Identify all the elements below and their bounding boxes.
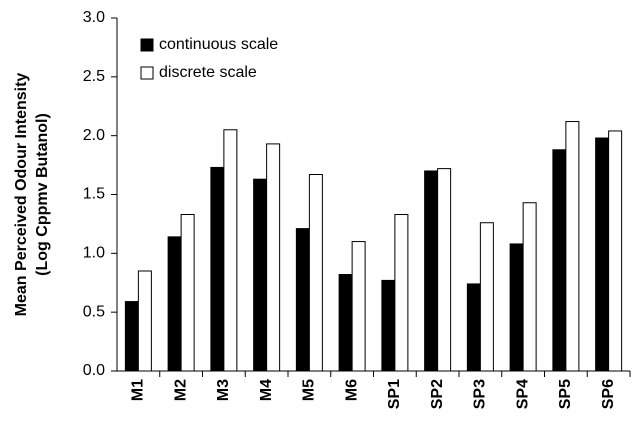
x-tick-label: SP4 bbox=[514, 379, 531, 409]
x-tick-label: M1 bbox=[130, 379, 147, 401]
y-tick-label: 2.5 bbox=[83, 68, 105, 85]
bar bbox=[479, 222, 494, 372]
y-tick-label: 1.0 bbox=[83, 245, 105, 262]
bar bbox=[266, 143, 281, 372]
y-tick-label: 1.5 bbox=[83, 186, 105, 203]
x-tick-label: SP5 bbox=[557, 379, 574, 409]
y-tick-label: 2.0 bbox=[83, 127, 105, 144]
x-tick-label: SP6 bbox=[600, 379, 617, 409]
x-tick-label: M6 bbox=[343, 379, 360, 401]
bar bbox=[167, 236, 182, 372]
legend-label: continuous scale bbox=[159, 36, 278, 53]
y-axis-label: (Log Cppmv Butanol) bbox=[34, 113, 51, 276]
y-tick-label: 0.5 bbox=[83, 303, 105, 320]
bar bbox=[424, 170, 439, 372]
bar bbox=[509, 243, 524, 372]
bar bbox=[565, 121, 580, 372]
legend-label: discrete scale bbox=[159, 64, 257, 81]
bar bbox=[295, 228, 310, 372]
x-tick-label: M4 bbox=[258, 379, 275, 401]
x-tick-label: M2 bbox=[172, 379, 189, 401]
bar bbox=[437, 168, 452, 372]
y-tick-label: 0.0 bbox=[83, 362, 105, 379]
bar bbox=[253, 178, 268, 372]
x-tick-label: SP3 bbox=[472, 379, 489, 409]
x-tick-label: SP1 bbox=[386, 379, 403, 409]
bar bbox=[124, 301, 139, 372]
y-tick-label: 3.0 bbox=[83, 9, 105, 26]
bar bbox=[466, 283, 481, 372]
bar bbox=[351, 241, 366, 372]
bar bbox=[137, 270, 152, 372]
bar bbox=[381, 279, 396, 372]
bar bbox=[552, 149, 567, 372]
bar bbox=[394, 214, 409, 372]
x-tick-label: M3 bbox=[215, 379, 232, 401]
bar bbox=[595, 137, 610, 372]
x-tick-label: SP2 bbox=[429, 379, 446, 409]
bar bbox=[210, 166, 225, 372]
x-tick-label: M5 bbox=[301, 379, 318, 401]
bar bbox=[308, 173, 323, 372]
bar bbox=[223, 129, 238, 372]
y-axis-label: Mean Perceived Odour Intensity bbox=[13, 73, 30, 317]
legend-swatch bbox=[140, 66, 154, 80]
bar bbox=[180, 214, 195, 372]
bar bbox=[338, 274, 353, 372]
legend-swatch bbox=[140, 38, 154, 52]
bar bbox=[522, 202, 537, 372]
bar bbox=[608, 130, 623, 372]
